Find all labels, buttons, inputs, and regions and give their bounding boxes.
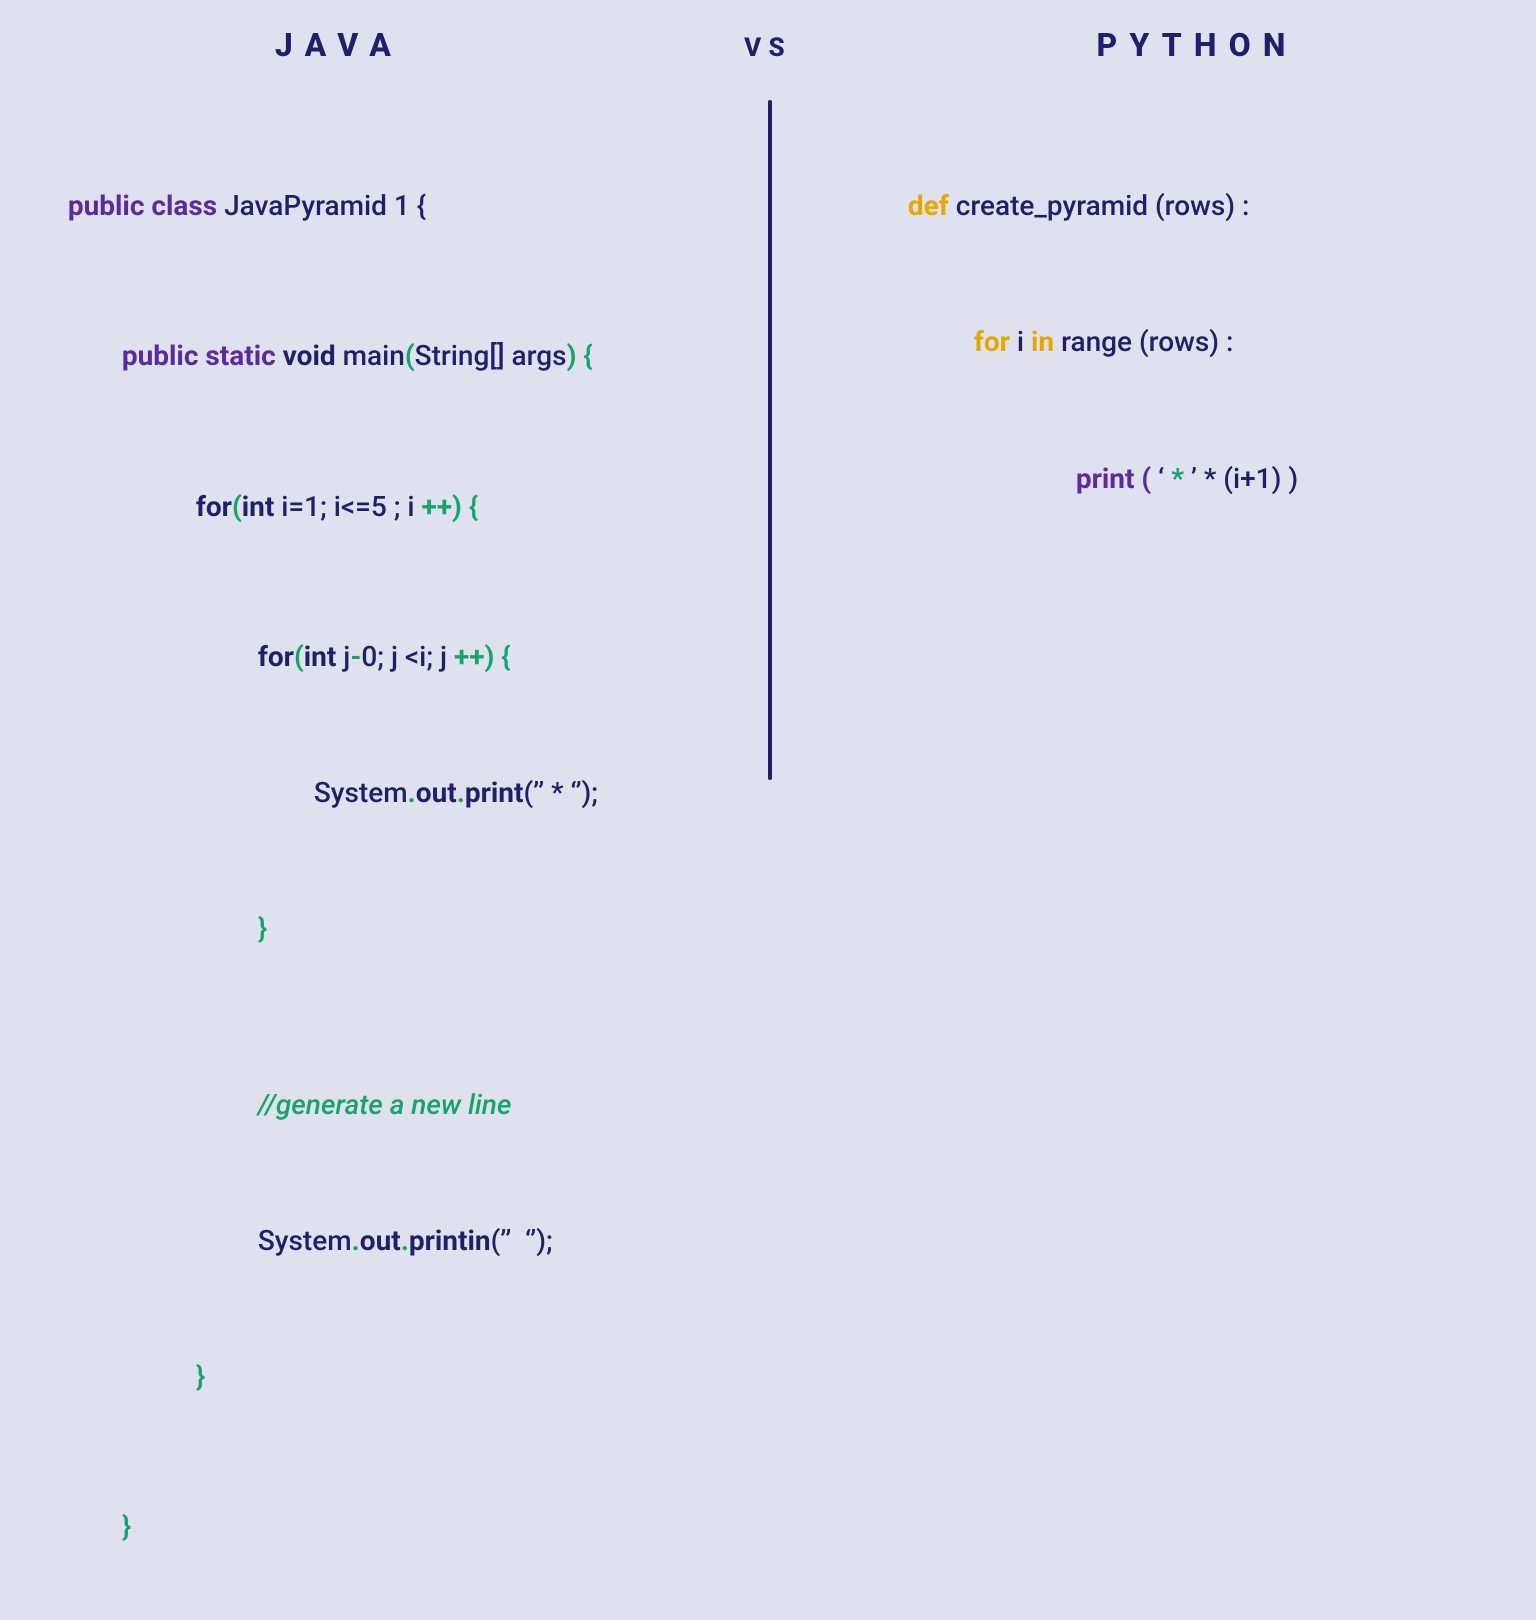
java-brace-close-main: } (122, 1510, 131, 1543)
java-kw-public-class: public class (68, 189, 224, 222)
java-line-8: } (40, 1309, 740, 1445)
java-line-9: } (40, 1459, 740, 1595)
python-quote-open: ‘ (1158, 462, 1171, 495)
java-line-2: for(int i=1; i<=5 ; i ++) { (40, 438, 740, 574)
java-brace-close-inner: } (258, 912, 267, 945)
header-java: JAVA (0, 26, 718, 64)
python-code-panel: def create_pyramid (rows) : for i in ran… (880, 138, 1480, 546)
java-kw-void: void (283, 339, 343, 372)
java-comment: //generate a new line (258, 1088, 512, 1121)
java-line-3: for(int j-0; j <i; j ++) { (40, 588, 740, 724)
java-blank-2 (40, 574, 740, 588)
header: JAVA VS PYTHON (0, 0, 1536, 64)
python-star: * (1171, 462, 1184, 495)
java-system-2: System (258, 1224, 352, 1257)
java-dot-2a: . (352, 1224, 360, 1257)
java-out-2: out (360, 1224, 401, 1257)
python-line-0: def create_pyramid (rows) : (880, 138, 1480, 274)
java-main-args: String[] args (415, 339, 567, 372)
java-line-7: System.out.printin(’’ ‘’); (40, 1173, 740, 1309)
java-for-cond-outer: i=1; i<=5 ; i (281, 490, 421, 523)
java-kw-int-outer: int (242, 490, 282, 523)
python-var-i: i (1017, 325, 1031, 358)
java-kw-for-inner: for (258, 640, 294, 673)
java-op-inc-outer: ++ (422, 490, 453, 523)
java-print-2: printin (409, 1224, 491, 1257)
java-line-5: } (40, 860, 740, 996)
java-paren-open-2: ( (232, 490, 242, 523)
java-blank-3 (40, 996, 740, 1036)
java-dot-1b: . (457, 776, 465, 809)
java-blank-1 (40, 424, 740, 438)
java-kw-public-static: public static (122, 339, 283, 372)
java-line-6: //generate a new line (40, 1036, 740, 1172)
header-python: PYTHON (818, 26, 1536, 64)
java-blank-0 (40, 274, 740, 288)
java-system-1: System (314, 776, 408, 809)
java-paren-open-3: ( (294, 640, 304, 673)
java-classname: JavaPyramid 1 { (224, 189, 426, 222)
java-code-panel: public class JavaPyramid 1 { public stat… (40, 138, 740, 1620)
java-line-4: System.out.print(’’ * ‘’); (40, 724, 740, 860)
python-print: print ( (1076, 462, 1158, 495)
java-out-1: out (416, 776, 457, 809)
java-brace-close-for: } (196, 1360, 205, 1393)
java-dot-2b: . (401, 1224, 409, 1257)
python-range: range (rows) : (1061, 325, 1233, 358)
java-kw-int-inner: int (304, 640, 344, 673)
java-op-inc-inner: ++ (454, 640, 485, 673)
java-brace-3: { (494, 640, 510, 673)
header-vs: VS (718, 33, 818, 63)
python-kw-for: for (974, 325, 1017, 358)
java-print-1: print (465, 776, 524, 809)
python-quote-close: ’ (1184, 462, 1204, 495)
python-line-1: for i in range (rows) : (880, 274, 1480, 410)
java-for-cond-inner: 0; j <i; j (361, 640, 454, 673)
java-blank-4 (40, 1445, 740, 1459)
java-print-args-1: (’’ * ‘’); (523, 776, 598, 809)
python-kw-def: def (908, 189, 956, 222)
java-dash: - (350, 640, 361, 673)
java-main: main (343, 339, 405, 372)
python-kw-in: in (1031, 325, 1061, 358)
python-def-rest: create_pyramid (rows) : (956, 189, 1250, 222)
java-brace-1: { (576, 339, 592, 372)
java-print-args-2: (’’ ‘’); (491, 1224, 553, 1257)
java-kw-for-outer: for (196, 490, 232, 523)
java-paren-open-1: ( (405, 339, 415, 372)
java-paren-close-3: ) (485, 640, 495, 673)
java-dot-1a: . (408, 776, 416, 809)
java-brace-2: { (462, 490, 478, 523)
java-paren-close-2: ) (452, 490, 462, 523)
vertical-divider (768, 100, 772, 780)
java-line-0: public class JavaPyramid 1 { (40, 138, 740, 274)
python-print-rest: * (i+1) ) (1204, 462, 1298, 495)
java-line-1: public static void main(String[] args) { (40, 288, 740, 424)
java-line-10: } (40, 1595, 740, 1620)
java-paren-close-1: ) (567, 339, 577, 372)
python-line-2: print ( ‘ * ’ * (i+1) ) (880, 410, 1480, 546)
